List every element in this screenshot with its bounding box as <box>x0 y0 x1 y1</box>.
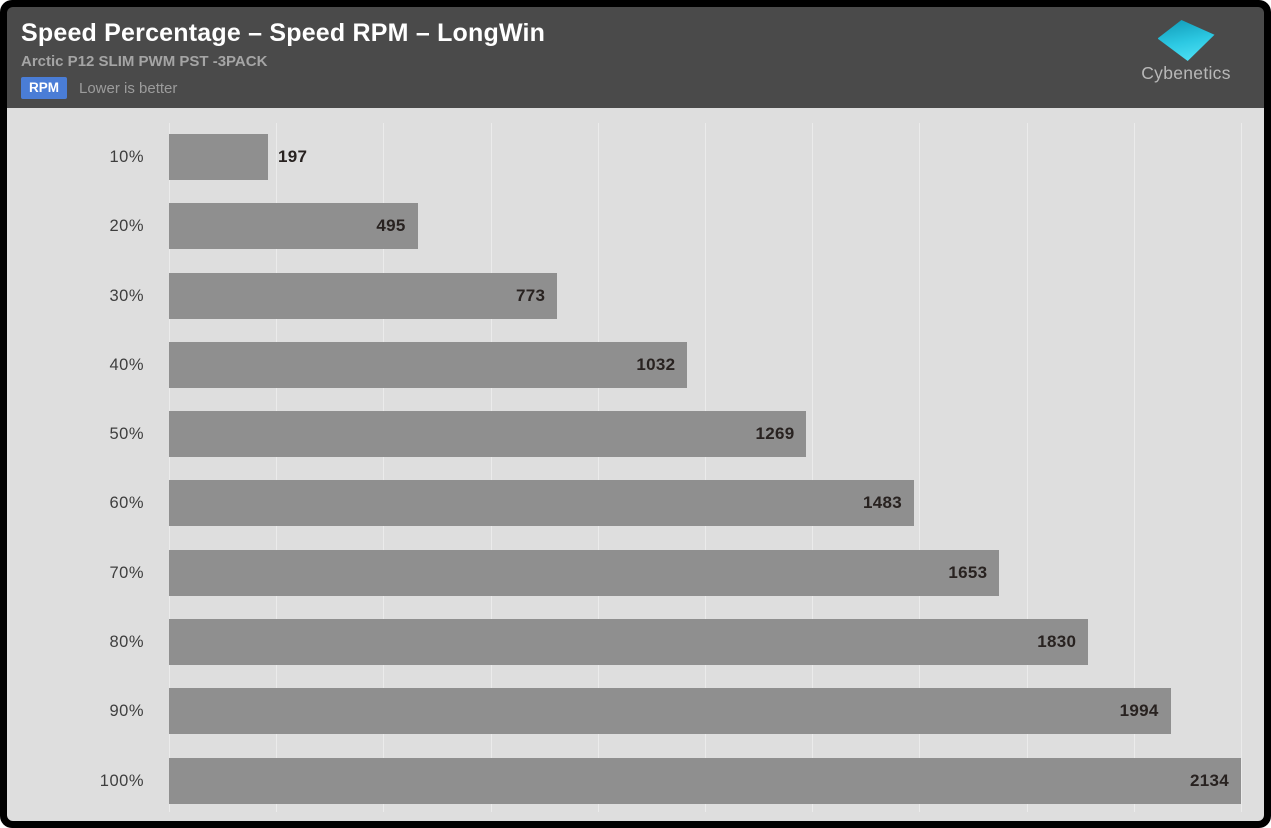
value-label: 197 <box>277 147 308 166</box>
chart-row: 50% 1269 <box>7 411 1264 480</box>
category-label: 60% <box>109 494 144 513</box>
bar-track: 1032 <box>169 341 1241 388</box>
bar-track: 1269 <box>169 411 1241 458</box>
category-label: 40% <box>109 355 144 374</box>
bar-track: 2134 <box>169 757 1241 804</box>
chart-header: Speed Percentage – Speed RPM – LongWin A… <box>7 7 1264 108</box>
bar: 773 <box>169 272 558 319</box>
chart-row: 100% 2134 <box>7 757 1264 821</box>
bar-track: 197 <box>169 134 1241 180</box>
category-label: 100% <box>99 771 144 790</box>
bar-track: 1653 <box>169 549 1241 596</box>
bar: 1483 <box>169 480 914 527</box>
value-label: 1483 <box>862 493 902 513</box>
bar: 2134 <box>169 757 1241 804</box>
bar: 1032 <box>169 341 688 388</box>
chart-row: 30% 773 <box>7 272 1264 342</box>
value-label: 1269 <box>755 424 795 444</box>
value-label: 1032 <box>636 354 676 374</box>
bar: 495 <box>169 203 418 250</box>
badge-row: RPM Lower is better <box>21 77 1264 99</box>
bar: 1653 <box>169 549 1000 596</box>
value-label: 773 <box>516 285 546 305</box>
chart-row: 80% 1830 <box>7 619 1264 688</box>
bar-chart-area: 10% 197 20% 495 30% 773 40% 1032 50% 1269 60% 1483 7… <box>7 108 1264 821</box>
bar: 197 <box>169 134 307 180</box>
bar-track: 495 <box>169 203 1241 250</box>
chart-row: 60% 1483 <box>7 480 1264 549</box>
bar: 1269 <box>169 411 807 458</box>
chart-subtitle: Arctic P12 SLIM PWM PST -3PACK <box>21 53 268 70</box>
chart-row: 70% 1653 <box>7 549 1264 619</box>
category-label: 80% <box>109 633 144 652</box>
cybenetics-logo: Cybenetics <box>1134 20 1238 84</box>
category-label: 10% <box>109 148 144 166</box>
chart-rows: 10% 197 20% 495 30% 773 40% 1032 50% 1269 60% 1483 7… <box>7 134 1264 821</box>
chart-row: 10% 197 <box>7 134 1264 203</box>
lower-is-better-note: Lower is better <box>79 79 178 97</box>
cybenetics-logo-text: Cybenetics <box>1141 63 1231 83</box>
category-label: 20% <box>109 217 144 236</box>
category-label: 70% <box>109 563 144 582</box>
value-label: 2134 <box>1189 770 1229 790</box>
bar-track: 1994 <box>169 688 1241 735</box>
value-label: 1994 <box>1119 701 1159 721</box>
category-label: 30% <box>109 286 144 305</box>
category-label: 90% <box>109 702 144 721</box>
chart-title: Speed Percentage – Speed RPM – LongWin <box>21 19 546 47</box>
bar: 1830 <box>169 619 1089 666</box>
chart-row: 40% 1032 <box>7 341 1264 411</box>
chart-card: Speed Percentage – Speed RPM – LongWin A… <box>7 7 1264 821</box>
cybenetics-logo-icon <box>1157 20 1215 61</box>
bar-track: 1483 <box>169 480 1241 527</box>
bar: 1994 <box>169 688 1171 735</box>
chart-row: 20% 495 <box>7 203 1264 272</box>
unit-badge: RPM <box>21 77 67 99</box>
bar-track: 773 <box>169 272 1241 319</box>
value-label: 1653 <box>948 562 988 582</box>
bar-track: 1830 <box>169 619 1241 666</box>
chart-row: 90% 1994 <box>7 688 1264 757</box>
value-label: 495 <box>376 216 406 236</box>
category-label: 50% <box>109 425 144 444</box>
value-label: 1830 <box>1037 632 1077 652</box>
